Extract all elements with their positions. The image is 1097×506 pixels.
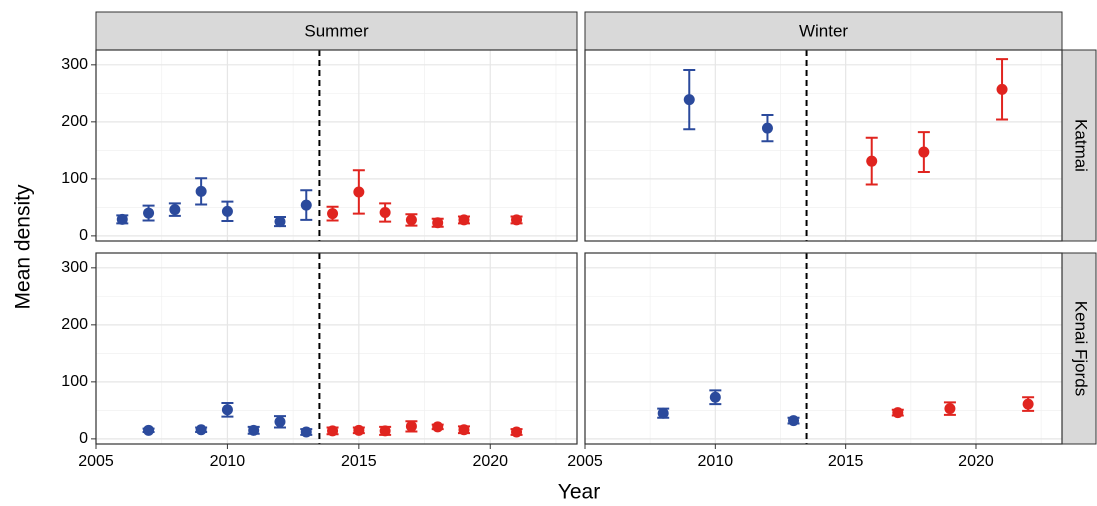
- point: [143, 424, 155, 436]
- point: [432, 217, 444, 229]
- point: [1022, 398, 1034, 410]
- x-tick-label: 2005: [78, 453, 114, 470]
- y-tick-label: 0: [79, 430, 88, 447]
- point: [353, 424, 365, 436]
- point: [379, 206, 391, 218]
- x-axis-label: Year: [558, 481, 600, 504]
- y-axis-label: Mean density: [12, 184, 35, 309]
- x-tick-label: 2010: [210, 453, 246, 470]
- strip-label: Katmai: [1072, 119, 1091, 172]
- strip: [584, 11, 1063, 51]
- y-tick-label: 300: [61, 56, 88, 73]
- panel-background: [585, 50, 1062, 241]
- point: [379, 425, 391, 437]
- strip-label: Winter: [799, 21, 848, 40]
- point: [221, 205, 233, 217]
- point: [248, 424, 260, 436]
- point: [169, 204, 181, 216]
- point: [761, 122, 773, 134]
- point: [405, 420, 417, 432]
- point: [944, 403, 956, 415]
- point: [405, 214, 417, 226]
- panel-background: [585, 253, 1062, 444]
- x-tick-label: 2020: [958, 453, 994, 470]
- point: [300, 199, 312, 211]
- y-tick-label: 100: [61, 170, 88, 187]
- point: [300, 426, 312, 438]
- strip: [95, 11, 578, 51]
- strip: [1061, 252, 1097, 445]
- panel-border: [584, 49, 1063, 242]
- point: [458, 214, 470, 226]
- panel-border: [95, 49, 578, 242]
- point: [511, 426, 523, 438]
- point: [996, 83, 1008, 95]
- point: [274, 416, 286, 428]
- point: [866, 155, 878, 167]
- point: [918, 146, 930, 158]
- point: [353, 186, 365, 198]
- point: [683, 94, 695, 106]
- y-tick-label: 300: [61, 259, 88, 276]
- panel-border: [584, 252, 1063, 445]
- point: [274, 216, 286, 228]
- panel-background: [96, 253, 577, 444]
- strip: [1061, 49, 1097, 242]
- point: [143, 207, 155, 219]
- point: [327, 425, 339, 437]
- point: [221, 404, 233, 416]
- point: [116, 213, 128, 225]
- x-tick-label: 2015: [828, 453, 864, 470]
- point: [432, 421, 444, 433]
- point: [458, 424, 470, 436]
- strip-label: Kenai Fjords: [1072, 301, 1091, 396]
- point: [195, 424, 207, 436]
- y-tick-label: 200: [61, 316, 88, 333]
- point: [788, 415, 800, 427]
- x-tick-label: 2015: [341, 453, 377, 470]
- y-tick-label: 200: [61, 113, 88, 130]
- point: [511, 214, 523, 226]
- point: [709, 391, 721, 403]
- x-tick-label: 2020: [472, 453, 508, 470]
- x-tick-label: 2005: [567, 453, 603, 470]
- panel-border: [95, 252, 578, 445]
- point: [657, 407, 669, 419]
- y-tick-label: 0: [79, 227, 88, 244]
- point: [195, 185, 207, 197]
- x-tick-label: 2010: [698, 453, 734, 470]
- y-tick-label: 100: [61, 373, 88, 390]
- point: [892, 407, 904, 419]
- strip-label: Summer: [304, 21, 369, 40]
- point: [327, 208, 339, 220]
